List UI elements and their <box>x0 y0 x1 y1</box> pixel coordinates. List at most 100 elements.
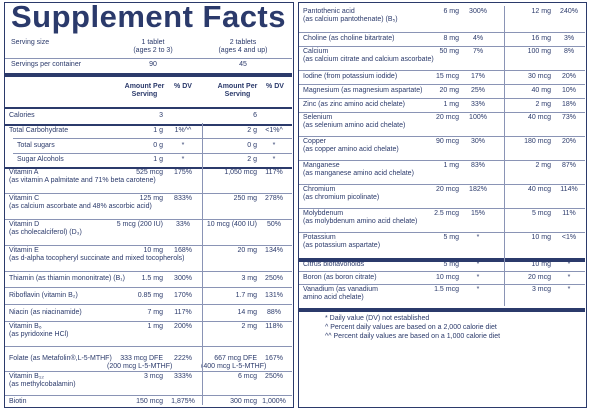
dv-serving1: 7% <box>472 48 484 55</box>
nutrient-name: Vitamin A <box>9 169 39 176</box>
row-divider <box>5 395 292 396</box>
nutrient-name: Biotin <box>9 398 27 405</box>
dv-serving2: 88% <box>266 308 281 316</box>
amount-serving1: 2.5 mcg <box>434 210 459 217</box>
dv-serving1: 25% <box>470 87 485 94</box>
dv-serving2: 20% <box>561 138 576 145</box>
nutrient-name: Vitamin E <box>9 247 39 254</box>
nutrient-name: Choline (as choline bitartrate) <box>303 35 395 42</box>
supplement-facts-title: Supplement Facts <box>11 0 286 34</box>
col-amount-header-1: Amount Per Serving <box>124 83 165 98</box>
nutrient-name: Total sugars <box>17 141 55 149</box>
dv-serving2: 240% <box>560 8 578 15</box>
section-thick-rule <box>299 258 585 262</box>
row-divider <box>299 160 585 161</box>
dv-serving1: 182% <box>469 186 487 193</box>
amount-serving2: 180 mcg <box>524 138 551 145</box>
col-amount-header-2: Amount Per Serving <box>217 83 258 98</box>
amount-serving1: 1.5 mcg <box>434 286 459 293</box>
dv-serving1: 333% <box>174 373 192 380</box>
dv-serving1: * <box>181 141 185 149</box>
nutrient-name: Vitamin B₁₂ <box>9 373 44 380</box>
dv-serving2: 73% <box>561 114 576 121</box>
row-divider <box>5 371 292 372</box>
row-divider <box>299 284 585 285</box>
amount-serving2: 667 mcg DFE <box>214 354 257 362</box>
amount-serving2: 5 mcg <box>531 210 551 217</box>
amount-serving2: 16 mg <box>531 35 551 42</box>
dv-serving1: * <box>476 286 480 293</box>
dv-serving1: 117% <box>174 308 192 316</box>
serving2-line1: 2 tablets <box>229 39 257 46</box>
nutrient-name: Boron (as boron citrate) <box>303 273 377 281</box>
amount-serving2: 1.7 mg <box>235 291 257 299</box>
amount-serving1: 15 mcg <box>436 73 459 80</box>
row-divider <box>299 136 585 137</box>
amount-serving2: 2 g <box>247 156 257 163</box>
amount-serving1: 3 mcg <box>143 373 163 380</box>
row-divider <box>13 153 292 154</box>
dv-serving2: 10% <box>561 87 576 94</box>
nutrient-name: Thiamin (as thiamin mononitrate) (B₁) <box>9 275 125 282</box>
dv-serving1: 33% <box>175 221 190 228</box>
amount-serving2: 100 mg <box>527 48 551 55</box>
nutrient-name: Copper <box>303 138 326 145</box>
nutrient-name: Vitamin B₆ <box>9 323 42 330</box>
nutrient-name: Vitamin C <box>9 195 40 202</box>
nutrient-source: (as vitamin A palmitate and 71% beta car… <box>9 177 156 184</box>
amount-serving1: 50 mg <box>439 48 459 55</box>
dv-serving2: 118% <box>265 323 283 330</box>
amount-serving2: 250 mg <box>233 195 257 202</box>
serving-size-label: Serving size <box>11 39 50 46</box>
amount-serving1: 20 mg <box>439 87 459 94</box>
row-divider <box>5 193 292 194</box>
dv-serving2: 11% <box>562 210 576 217</box>
nutrient-source: amino acid chelate) <box>303 294 364 301</box>
dv-serving1: * <box>476 260 480 268</box>
row-divider <box>299 208 585 209</box>
row-divider <box>299 98 585 99</box>
amount-serving2: 6 mcg <box>237 373 257 380</box>
nutrient-name: Chromium <box>303 186 336 193</box>
amount-serving2: 12 mg <box>531 8 551 15</box>
amount-serving2: 2 mg <box>241 323 257 330</box>
dv-serving1: 17% <box>470 73 485 80</box>
nutrient-name: Iodine (from potassium iodide) <box>303 73 398 80</box>
amount-serving1: 1 g <box>153 156 163 163</box>
amount-serving2: 40 mcg <box>528 186 551 193</box>
dv-serving2: 131% <box>265 291 283 299</box>
amount-serving1: 5 mg <box>443 260 459 268</box>
dv-serving1: 833% <box>174 195 192 202</box>
amount-serving1: 1 mg <box>443 101 459 108</box>
serving2-line2: (ages 4 and up) <box>218 47 268 54</box>
nutrient-source: (as selenium amino acid chelate) <box>303 122 406 129</box>
dv-serving2: <1%^ <box>265 127 283 134</box>
amount-serving2: 3 mcg <box>531 286 551 293</box>
amount-serving1: 0 g <box>153 141 163 149</box>
amount-serving2: 14 mg <box>237 308 257 316</box>
dv-serving1: 300% <box>469 8 487 15</box>
amount-serving1-detail: (200 mcg L-5-MTHF) <box>107 362 173 370</box>
column-header-rule <box>5 107 292 109</box>
nutrient-name: Vitamin D <box>9 221 40 228</box>
amount-serving2-detail: (400 mcg L-5-MTHF) <box>201 362 267 370</box>
dv-serving2: 167% <box>265 354 283 362</box>
amount-serving2: 10 mg <box>531 234 551 241</box>
dv-serving2: 134% <box>265 247 283 254</box>
row-divider <box>299 271 585 272</box>
amount-serving1: 150 mcg <box>136 398 163 405</box>
amount-serving2: 0 g <box>247 141 257 149</box>
row-divider <box>299 232 585 233</box>
serving-divider <box>5 58 292 59</box>
dv-serving1: 4% <box>472 35 484 42</box>
dv-serving2: 250% <box>265 373 283 380</box>
nutrient-name: Molybdenum <box>303 210 344 217</box>
nutrient-name: Citrus bioflavonoids <box>303 260 365 268</box>
amount-serving1: 3 <box>159 112 163 119</box>
nutrient-name: Potassium <box>303 234 336 241</box>
nutrient-source: (as manganese amino acid chelate) <box>303 170 414 177</box>
col-dv-header-2: % DV <box>266 83 284 90</box>
amount-serving2: 1,050 mcg <box>224 169 257 176</box>
nutrient-name: Sugar Alcohols <box>17 156 64 163</box>
row-divider <box>5 321 292 322</box>
